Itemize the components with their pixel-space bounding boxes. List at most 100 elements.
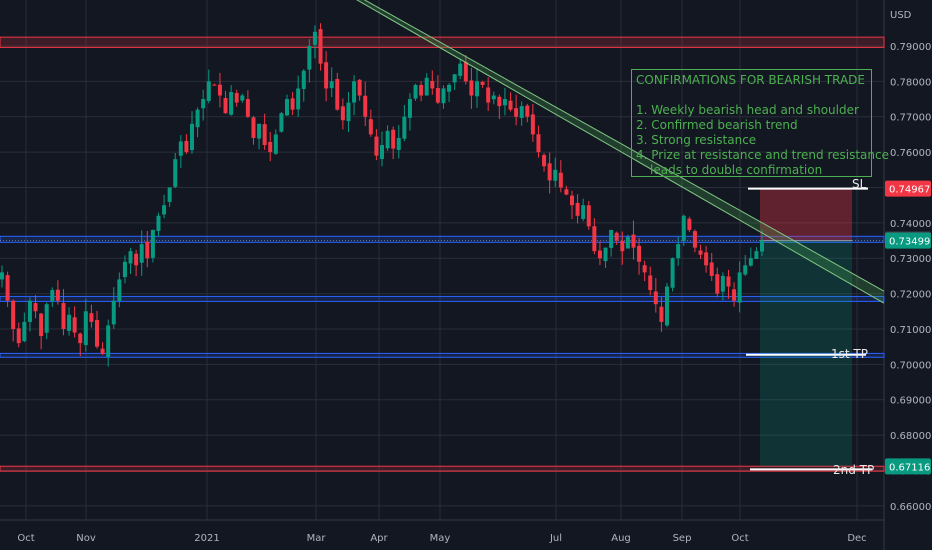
candle-body — [407, 99, 412, 118]
candle-body — [659, 306, 664, 322]
candle-body — [290, 98, 295, 110]
candle-body — [78, 333, 83, 344]
candle-body — [229, 91, 234, 115]
candle-body — [296, 88, 301, 110]
x-tick-label: Aug — [611, 533, 631, 544]
candle-body — [631, 234, 636, 248]
annotation-title: CONFIRMATIONS FOR BEARISH TRADE — [636, 73, 866, 87]
candle-body — [301, 70, 306, 89]
candle-body — [206, 81, 211, 101]
candle-body — [486, 87, 491, 103]
candle-body — [380, 145, 384, 160]
candle-body — [558, 172, 563, 188]
y-tick-label: 0.77000 — [890, 113, 931, 124]
x-tick-label: Sep — [673, 533, 692, 544]
candle-body — [72, 317, 77, 333]
price-label: 0.67116 — [889, 462, 930, 473]
candle-body — [575, 202, 580, 216]
candle-body — [547, 163, 552, 181]
candle-body — [352, 81, 357, 103]
y-tick-label: 0.66000 — [890, 502, 931, 513]
candle-body — [11, 300, 16, 329]
candle-body — [212, 84, 217, 86]
candle-body — [201, 99, 206, 109]
support-bottom-zone — [0, 465, 885, 472]
y-tick-label: 0.71000 — [890, 325, 931, 336]
candle-body — [83, 311, 88, 345]
candle-body — [581, 205, 586, 219]
y-tick-label: 0.70000 — [890, 360, 931, 371]
candle-body — [480, 81, 485, 85]
candle-body — [245, 99, 250, 117]
y-tick-label: 0.69000 — [890, 396, 931, 407]
candle-body — [111, 300, 116, 325]
take-profit-box — [760, 240, 852, 467]
candle-body — [396, 137, 401, 150]
candle-body — [190, 123, 194, 151]
candle-body — [525, 105, 530, 117]
candle-body — [312, 31, 317, 45]
resistance-mid-zone — [0, 235, 885, 243]
currency-label: USD — [890, 10, 912, 21]
candle-body — [391, 129, 396, 149]
candle-body — [637, 245, 642, 262]
candle-body — [447, 84, 452, 92]
candle-body — [676, 244, 681, 259]
candle-body — [240, 95, 245, 101]
candle-body — [27, 300, 32, 322]
candle-body — [419, 85, 424, 96]
candle-body — [760, 240, 764, 252]
price-label-bg — [885, 232, 931, 249]
candle-body — [502, 99, 507, 106]
candle-body — [586, 205, 591, 227]
candle-body — [128, 251, 133, 264]
candle-body — [50, 290, 55, 301]
candle-body — [106, 325, 111, 357]
candle-body — [732, 289, 737, 301]
candle-body — [665, 286, 669, 326]
price-label-bg — [885, 180, 931, 197]
candle-body — [648, 275, 653, 291]
candle-body — [324, 62, 329, 89]
price-label: 0.73499 — [889, 237, 930, 248]
candle-body — [441, 88, 446, 104]
candle-body — [329, 81, 334, 89]
y-tick-label: 0.74000 — [890, 219, 931, 230]
candle-body — [424, 77, 429, 96]
candle-body — [614, 232, 619, 241]
candle-body — [251, 117, 256, 138]
candle-body — [139, 244, 144, 263]
candle-body — [55, 289, 60, 301]
candle-body — [167, 187, 172, 202]
candle-body — [508, 100, 513, 110]
candle-body — [67, 314, 72, 331]
candle-body — [134, 253, 139, 266]
candle-body — [335, 79, 340, 110]
candle-body — [642, 265, 647, 273]
candle-body — [553, 169, 558, 181]
candle-body — [285, 99, 289, 116]
candle-body — [357, 79, 362, 96]
candle-body — [346, 102, 351, 122]
candle-body — [273, 134, 278, 154]
support-low-zone — [0, 352, 885, 358]
y-tick-label: 0.72000 — [890, 290, 931, 301]
candle-body — [22, 321, 27, 342]
candle-body — [16, 328, 21, 344]
x-tick-label: Oct — [731, 533, 748, 544]
x-tick-label: 2021 — [194, 533, 219, 544]
resistance-top-zone — [0, 36, 885, 48]
candle-body — [519, 106, 524, 118]
candle-body — [430, 80, 435, 89]
candle-body — [709, 262, 714, 276]
candle-body — [262, 124, 267, 146]
candle-body — [0, 272, 4, 280]
candle-body — [698, 250, 703, 255]
candle-body — [318, 29, 323, 64]
candle-body — [122, 261, 127, 278]
candle-body — [570, 195, 574, 206]
candle-body — [156, 215, 161, 231]
candle-body — [257, 123, 262, 139]
candle-body — [217, 84, 222, 96]
